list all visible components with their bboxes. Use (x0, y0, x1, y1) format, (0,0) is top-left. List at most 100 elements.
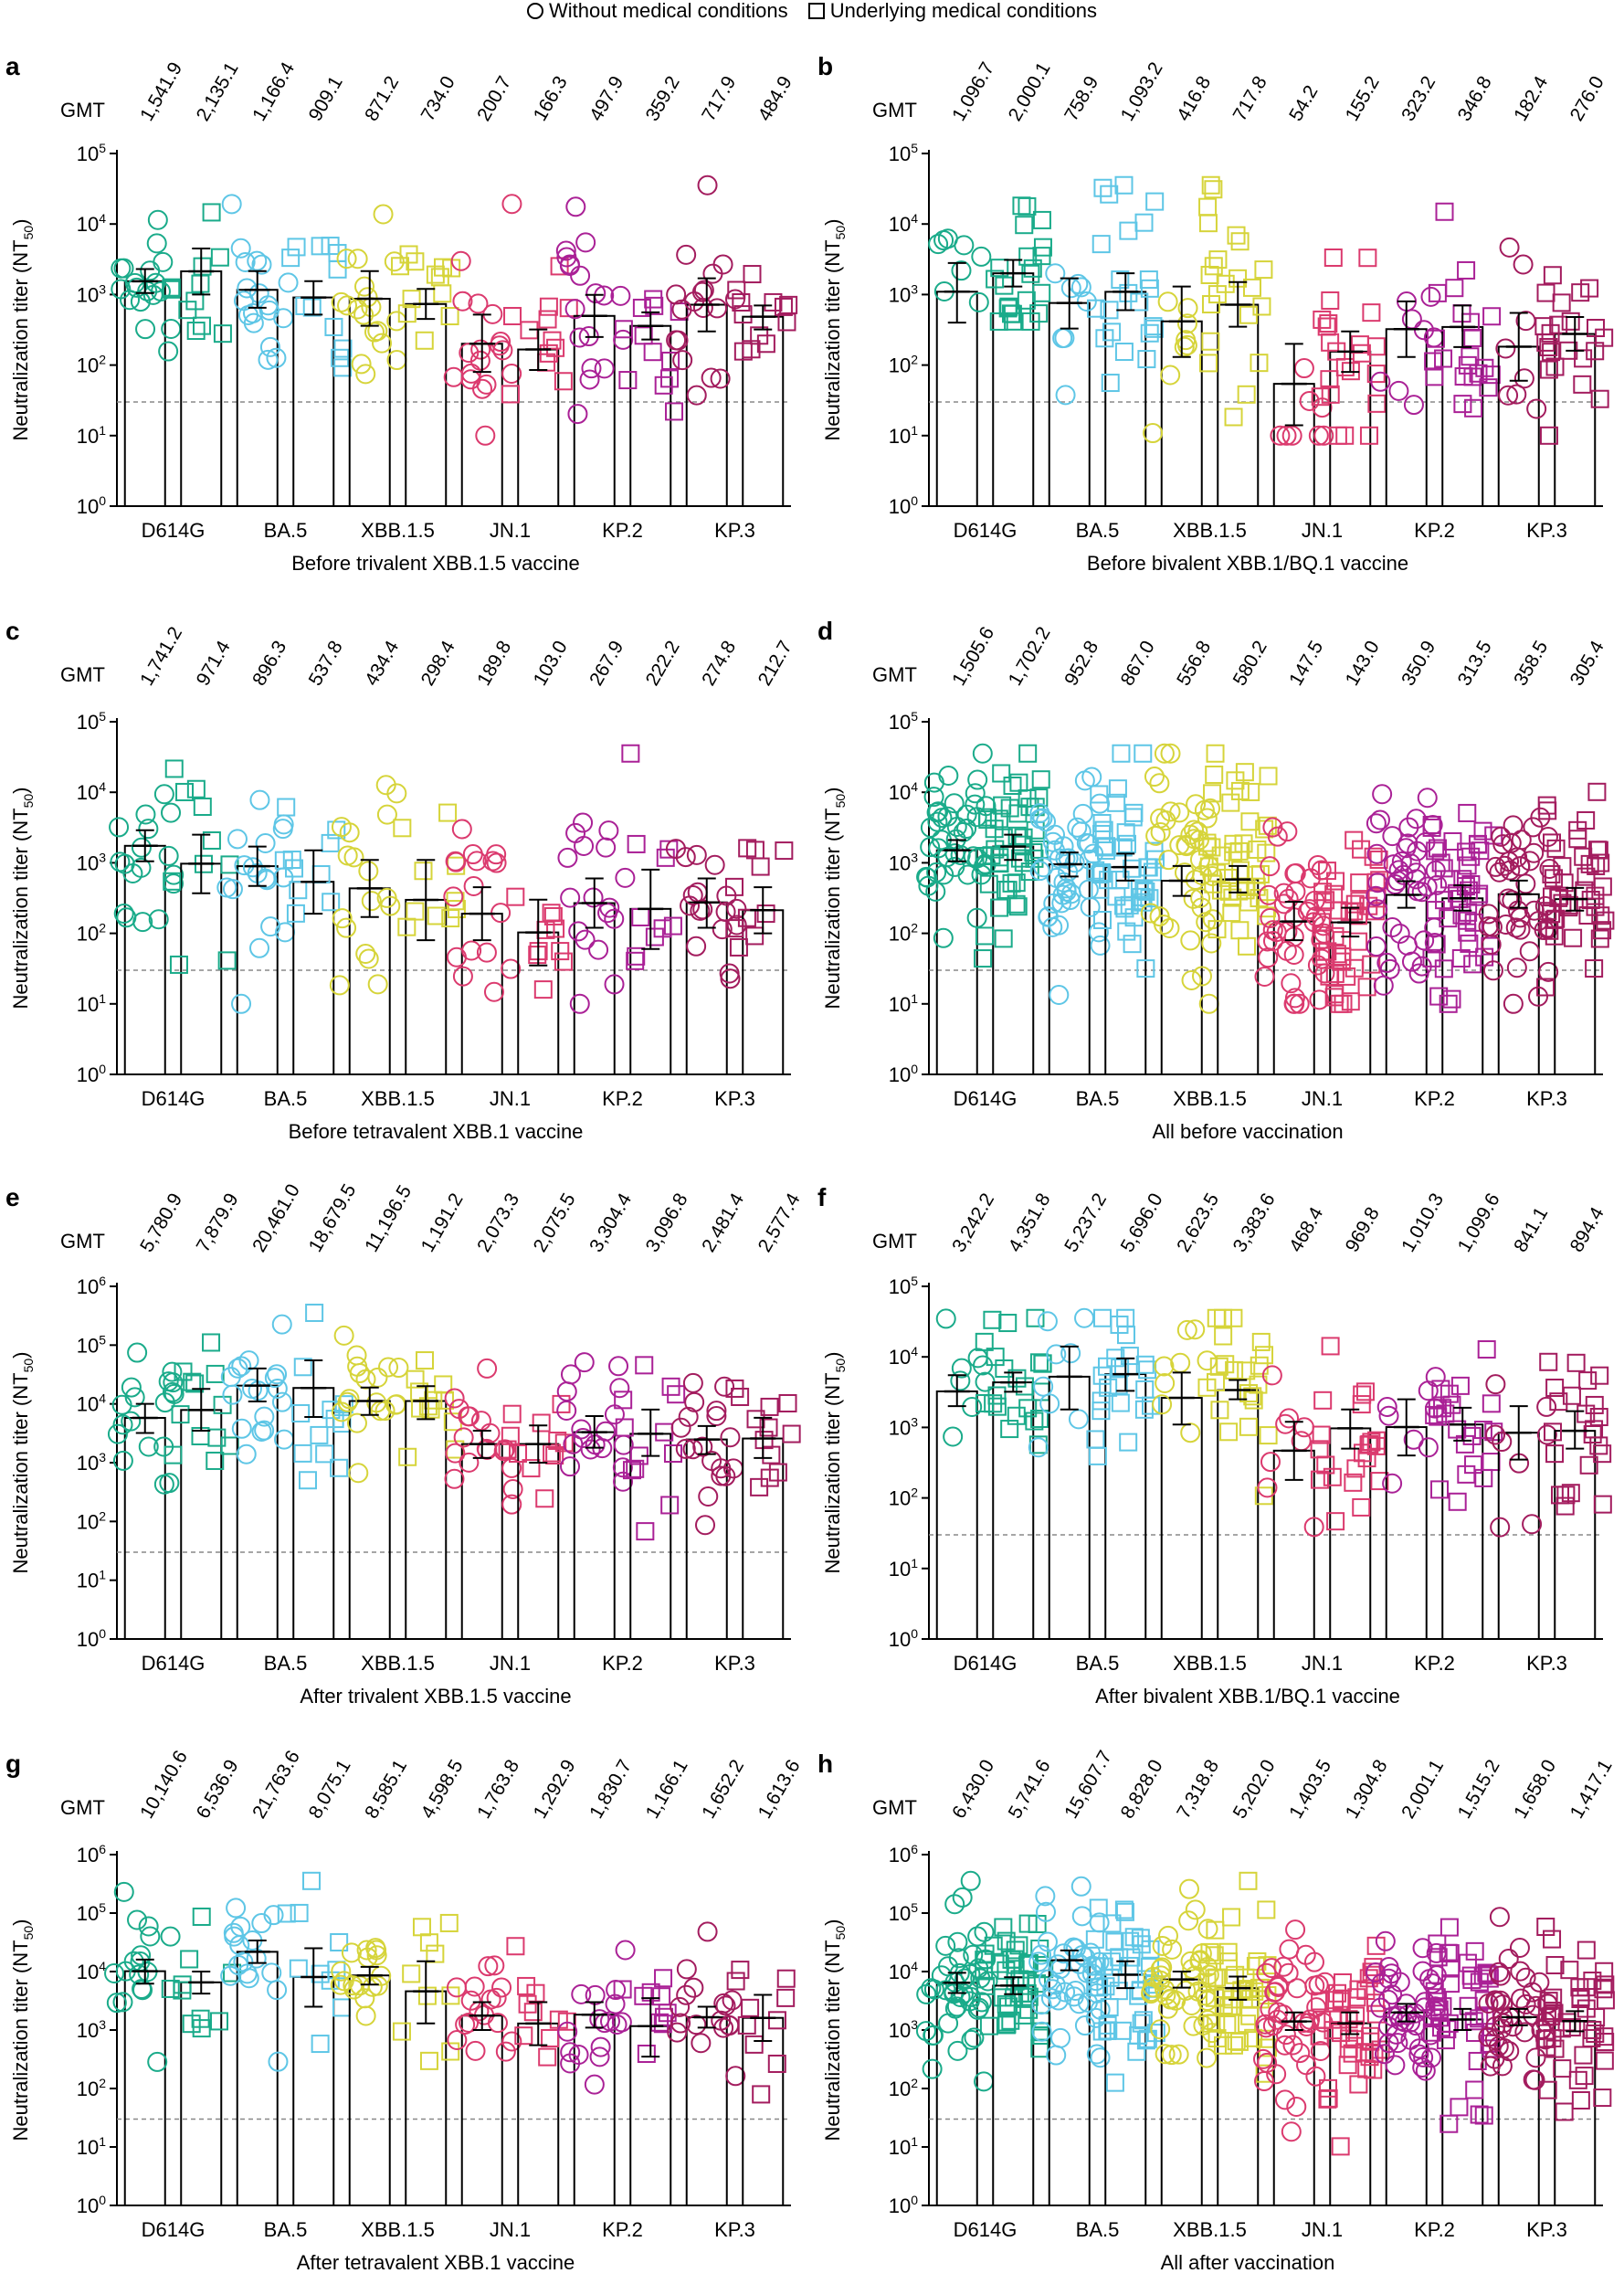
data-point-circle (704, 854, 725, 875)
data-point-circle (1267, 826, 1288, 847)
bar (573, 1431, 616, 1641)
data-point-square (1214, 1327, 1233, 1346)
data-point-square (1200, 1942, 1219, 1961)
data-point-circle (1265, 1982, 1286, 2003)
gmt-value: 103.0 (530, 637, 572, 689)
data-point-square (1474, 1991, 1493, 2010)
data-point-circle (1289, 993, 1310, 1014)
data-point-square (1345, 894, 1365, 914)
y-tick-label: 106 (77, 1842, 106, 1866)
data-point-circle (1157, 291, 1178, 312)
bar (236, 1951, 279, 2207)
data-point-square (1108, 779, 1127, 798)
data-point-circle (1484, 1990, 1505, 2011)
data-point-circle (1495, 338, 1516, 359)
data-point-square (1559, 895, 1578, 915)
data-point-circle (1053, 836, 1074, 857)
data-point-square (1032, 210, 1051, 229)
data-point-square (1091, 862, 1111, 882)
data-point-square (1562, 2018, 1581, 2037)
data-point-circle (1157, 1998, 1178, 2019)
data-point-square (289, 881, 308, 900)
data-point-square (1445, 279, 1464, 298)
data-point-square (213, 324, 232, 344)
data-point-circle (1201, 933, 1222, 954)
data-point-circle (484, 1955, 505, 1976)
data-point-circle (1191, 897, 1212, 918)
data-point-square (1590, 1366, 1609, 1385)
data-point-square (1426, 841, 1445, 861)
data-point-square (1435, 202, 1454, 221)
data-point-circle (574, 835, 595, 856)
data-point-circle (1366, 885, 1387, 906)
data-point-circle (221, 194, 242, 215)
data-point-circle (258, 349, 279, 370)
category-label: D614G (954, 1087, 1018, 1110)
y-tick-label: 104 (889, 1344, 918, 1369)
data-point-square (439, 1913, 459, 1932)
data-point-square (1593, 2088, 1612, 2108)
data-point-circle (1069, 1993, 1090, 2014)
gmt-value: 2,073.3 (473, 1190, 523, 1255)
data-point-circle (676, 1984, 697, 2005)
gmt-value: 416.8 (1173, 72, 1215, 124)
data-point-circle (1140, 903, 1161, 924)
gmt-value: 2,577.4 (754, 1190, 805, 1255)
data-point-square (1593, 1495, 1612, 1514)
data-point-square (164, 759, 184, 778)
data-point-square (1586, 886, 1605, 905)
data-point-circle (1176, 313, 1197, 334)
data-point-circle (1160, 1988, 1181, 2009)
data-point-circle (726, 915, 747, 936)
data-point-square (1461, 847, 1481, 866)
data-point-circle (121, 1377, 142, 1398)
data-point-circle (355, 944, 376, 965)
data-point-circle (588, 939, 609, 960)
data-point-square (1090, 1978, 1109, 1997)
data-point-circle (604, 974, 625, 995)
data-point-square (986, 1348, 1005, 1367)
data-point-square (663, 1444, 682, 1464)
data-point-square (1313, 310, 1332, 329)
data-point-square (1092, 813, 1112, 832)
y-tick-label: 104 (889, 1959, 918, 1983)
data-point-square (1575, 2067, 1594, 2086)
data-point-square (1422, 2023, 1441, 2042)
gmt-value: 952.8 (1060, 637, 1102, 689)
data-point-square (506, 1937, 525, 1956)
data-point-square (667, 1385, 686, 1404)
data-point-square (193, 257, 212, 276)
data-point-square (1331, 2137, 1350, 2156)
y-tick-label: 102 (77, 353, 106, 377)
gmt-label: GMT (872, 1796, 917, 1819)
data-point-square (1457, 1465, 1476, 1484)
data-point-square (163, 1445, 183, 1465)
data-point-circle (1042, 1979, 1063, 2000)
category-label: BA.5 (1076, 519, 1120, 542)
data-point-square (1239, 1384, 1259, 1403)
data-point-square (1471, 841, 1490, 861)
data-point-square (1458, 803, 1477, 822)
category-label: KP.3 (714, 1087, 755, 1110)
data-point-circle (331, 1401, 352, 1422)
data-point-circle (443, 886, 464, 907)
gmt-value: 18,679.5 (305, 1180, 361, 1255)
data-point-square (1350, 873, 1369, 893)
data-point-circle (131, 837, 152, 858)
bar (573, 902, 616, 1075)
data-point-square (1341, 992, 1360, 1011)
data-point-square (1006, 1940, 1025, 1960)
data-point-square (1450, 1376, 1470, 1395)
data-point-circle (1261, 1365, 1282, 1386)
data-point-square (1434, 349, 1453, 368)
data-point-square (1312, 1425, 1331, 1444)
gmt-value: 1,763.8 (473, 1756, 523, 1822)
data-point-circle (1155, 1372, 1176, 1393)
data-point-circle (1506, 957, 1527, 978)
gmt-label: GMT (60, 99, 105, 122)
data-point-square (1087, 299, 1106, 318)
data-point-square (1140, 323, 1159, 343)
data-point-circle (460, 1990, 481, 2011)
data-point-circle (249, 937, 270, 958)
y-tick-label: 101 (77, 1568, 106, 1592)
